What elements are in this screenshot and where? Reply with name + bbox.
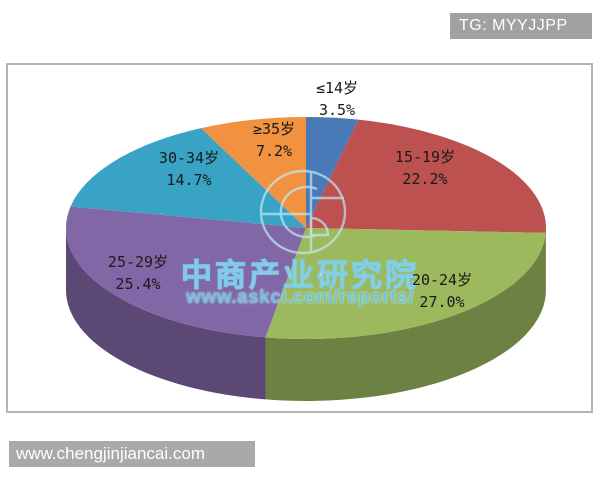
pie-slice-top-3 xyxy=(66,206,307,338)
slice-label-25-29: 25-29岁 25.4% xyxy=(108,251,168,295)
slice-label-30-34: 30-34岁 14.7% xyxy=(159,147,219,191)
tag-badge: TG: MYYJJPP xyxy=(450,13,592,39)
footer-url-bar: www.chengjinjiancai.com xyxy=(9,441,255,467)
slice-label-pct: 22.2% xyxy=(402,170,448,188)
pie-slice-top-4 xyxy=(70,128,307,228)
slice-label-name: 30-34岁 xyxy=(158,149,220,167)
pie-slice-top-1 xyxy=(306,119,546,233)
slice-label-pct: 3.5% xyxy=(318,101,356,119)
pie-slice-side-2 xyxy=(265,232,546,401)
pie-slice-top-2 xyxy=(265,228,546,339)
pie-slice-top-5 xyxy=(201,117,306,228)
watermark-url-text: www.askci.com/reports/ xyxy=(186,287,414,308)
watermark-org-text: 中商产业研究院 xyxy=(180,257,419,293)
slice-label-name: 25-29岁 xyxy=(107,253,169,271)
slice-label-15-19: 15-19岁 22.2% xyxy=(395,146,455,190)
slice-label-20-24: 20-24岁 27.0% xyxy=(412,269,472,313)
slice-label-name: 20-24岁 xyxy=(411,271,473,289)
slice-label-pct: 27.0% xyxy=(419,293,465,311)
slice-label-name: ≤14岁 xyxy=(315,79,359,97)
slice-label-name: 15-19岁 xyxy=(394,148,456,166)
watermark-logo-icon xyxy=(259,169,347,255)
slice-label-pct: 25.4% xyxy=(115,275,161,293)
slice-label-ge35: ≥35岁 7.2% xyxy=(253,118,295,162)
slice-label-le14: ≤14岁 3.5% xyxy=(316,77,358,121)
footer-url-text: www.chengjinjiancai.com xyxy=(16,444,205,463)
pie-slice-top-0 xyxy=(306,117,359,228)
pie-slice-side-3 xyxy=(66,228,266,400)
slice-label-pct: 7.2% xyxy=(255,142,293,160)
tag-badge-text: TG: MYYJJPP xyxy=(459,17,568,34)
slice-label-pct: 14.7% xyxy=(166,171,212,189)
slice-label-name: ≥35岁 xyxy=(252,120,296,138)
